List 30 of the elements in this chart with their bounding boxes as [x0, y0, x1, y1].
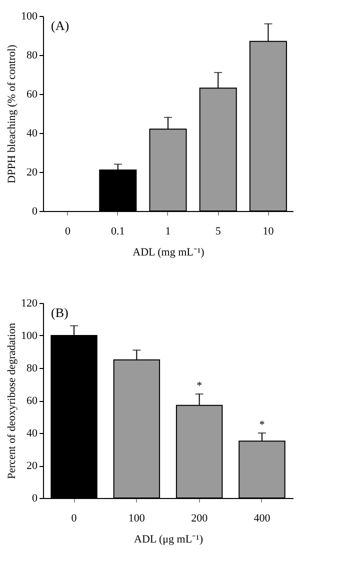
x-axis-title: ADL (μg mL⁻¹): [134, 534, 204, 546]
annotation: *: [259, 419, 265, 431]
chart-title: (B): [51, 305, 68, 320]
y-axis-title: Percent of deoxyribose degradation: [6, 322, 18, 480]
y-tick-label: 100: [21, 330, 38, 342]
y-axis-title: DPPH bleaching (% of control): [6, 44, 18, 184]
annotation: *: [196, 380, 202, 392]
x-tick-label: 0: [71, 512, 78, 524]
x-axis-title: ADL (mg mL⁻¹): [132, 246, 205, 258]
y-tick-label: 40: [26, 128, 38, 140]
x-tick-label: 100: [128, 512, 146, 524]
y-tick-label: 0: [32, 492, 38, 504]
x-tick-label: 400: [254, 512, 271, 524]
y-tick-label: 60: [26, 88, 38, 100]
x-tick-label: 1: [165, 226, 171, 238]
y-tick-label: 120: [21, 298, 38, 310]
chart-title: (A): [51, 18, 70, 33]
x-tick-label: 0: [65, 226, 72, 238]
y-tick-label: 80: [26, 50, 38, 62]
x-tick-label: 200: [191, 512, 208, 524]
y-tick-label: 20: [26, 166, 38, 178]
y-tick-label: 40: [26, 428, 38, 440]
x-tick-label: 5: [215, 226, 222, 238]
x-tick-label: 0.1: [111, 226, 125, 238]
y-tick-label: 20: [26, 460, 38, 472]
y-tick-label: 0: [32, 206, 38, 218]
y-tick-label: 80: [26, 362, 38, 374]
y-tick-label: 60: [26, 395, 38, 407]
y-tick-label: 100: [21, 10, 38, 22]
x-tick-label: 10: [262, 226, 274, 238]
